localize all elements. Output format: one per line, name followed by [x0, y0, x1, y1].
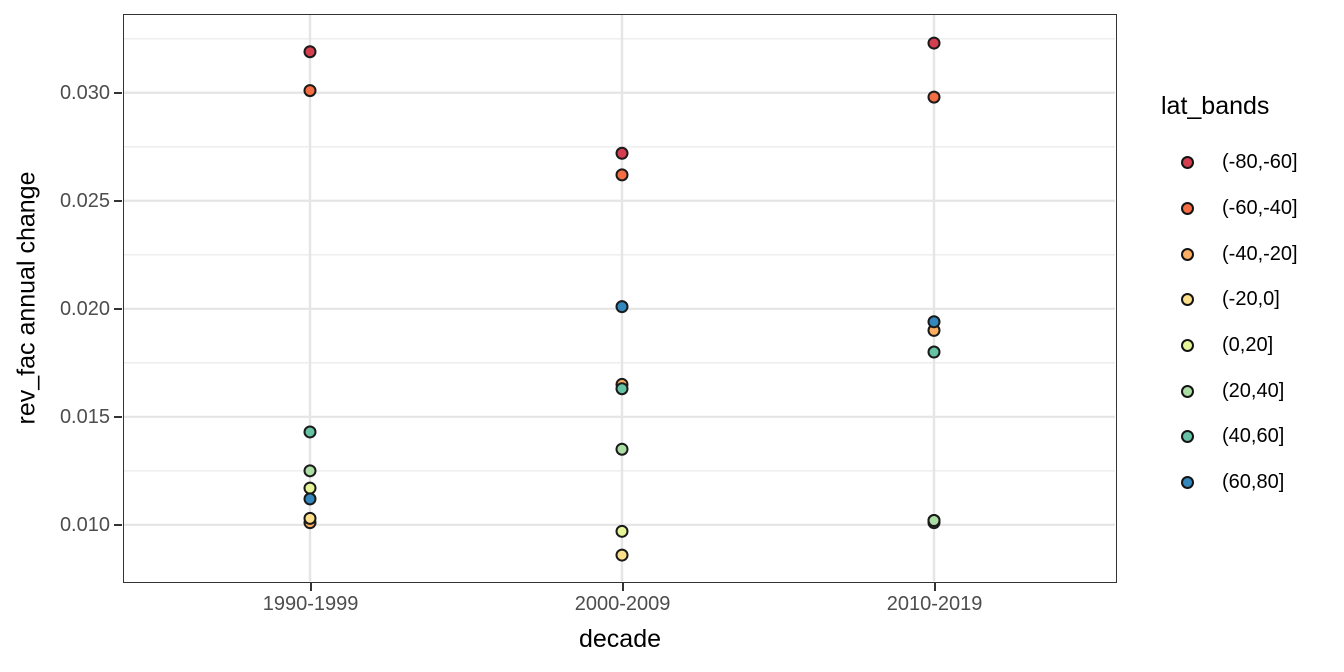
legend-key-icon [1181, 293, 1194, 307]
legend-item: (20,40] [1181, 368, 1298, 414]
data-point-(0,20]-2000-2009 [615, 524, 629, 538]
y-tick-mark [114, 200, 122, 203]
data-point-(20,40]-1990-1999 [303, 464, 317, 478]
y-tick-label: 0.010 [59, 514, 110, 537]
data-point-(20,40]-2010-2019 [927, 514, 941, 528]
data-point-(-20,0]-1990-1999 [303, 511, 317, 525]
y-tick-mark [114, 524, 122, 527]
data-point-(40,60]-2010-2019 [927, 345, 941, 359]
legend-key-icon [1181, 384, 1194, 398]
y-tick-label: 0.025 [59, 190, 110, 213]
data-point-(60,80]-2000-2009 [615, 300, 629, 314]
y-tick-label: 0.020 [59, 298, 110, 321]
legend-title: lat_bands [1161, 92, 1270, 120]
legend-item: (-60,-40] [1181, 186, 1298, 232]
x-axis-title: decade [578, 625, 662, 653]
y-tick-label: 0.015 [59, 406, 110, 429]
data-point-(-60,-40]-2000-2009 [615, 168, 629, 182]
legend-item-label: (0,20] [1222, 334, 1274, 357]
legend-item-label: (40,60] [1222, 425, 1285, 448]
legend-item: (0,20] [1181, 323, 1298, 369]
legend-item: (-20,0] [1181, 277, 1298, 323]
data-point-(40,60]-2000-2009 [615, 382, 629, 396]
data-point-(-80,-60]-2010-2019 [927, 36, 941, 50]
data-point-(-80,-60]-2000-2009 [615, 146, 629, 160]
legend-key-icon [1181, 339, 1194, 353]
y-tick-mark [114, 416, 122, 419]
legend-items: (-80,-60] (-60,-40] (-40,-20] (-20,0] (0,20]… [1181, 140, 1298, 506]
y-tick-mark [114, 308, 122, 311]
legend-item: (60,80] [1181, 460, 1298, 506]
data-point-(0,20]-1990-1999 [303, 481, 317, 495]
x-tick-label: 1990-1999 [262, 593, 359, 615]
data-point-(40,60]-1990-1999 [303, 425, 317, 439]
data-point-(60,80]-1990-1999 [303, 492, 317, 506]
legend-item-label: (-20,0] [1222, 288, 1280, 311]
y-tick-label: 0.030 [59, 82, 110, 105]
data-point-(-60,-40]-1990-1999 [303, 84, 317, 98]
plot-panel [123, 14, 1117, 583]
x-tick-mark [621, 583, 624, 591]
legend-item: (-80,-60] [1181, 140, 1298, 186]
data-point-(-80,-60]-1990-1999 [303, 45, 317, 59]
legend-item-label: (60,80] [1222, 471, 1285, 494]
x-tick-mark [309, 583, 312, 591]
legend-item-label: (-80,-60] [1222, 151, 1298, 174]
legend-key-icon [1181, 476, 1194, 490]
legend-item-label: (-40,-20] [1222, 242, 1298, 265]
legend-key-icon [1181, 202, 1194, 216]
legend-item-label: (20,40] [1222, 379, 1285, 402]
legend-item: (40,60] [1181, 414, 1298, 460]
legend-key-icon [1181, 247, 1194, 261]
legend-item-label: (-60,-40] [1222, 197, 1298, 220]
legend-key-icon [1181, 430, 1194, 444]
data-point-(20,40]-2000-2009 [615, 442, 629, 456]
legend-key-icon [1181, 156, 1194, 170]
x-tick-mark [933, 583, 936, 591]
plot-area-svg [124, 15, 1115, 581]
data-point-(60,80]-2010-2019 [927, 315, 941, 329]
data-point-(-60,-40]-2010-2019 [927, 90, 941, 104]
legend-item: (-40,-20] [1181, 231, 1298, 277]
data-point-(-20,0]-2000-2009 [615, 548, 629, 562]
x-tick-label: 2000-2009 [574, 593, 671, 615]
y-tick-mark [114, 92, 122, 95]
x-tick-label: 2010-2019 [886, 593, 983, 615]
